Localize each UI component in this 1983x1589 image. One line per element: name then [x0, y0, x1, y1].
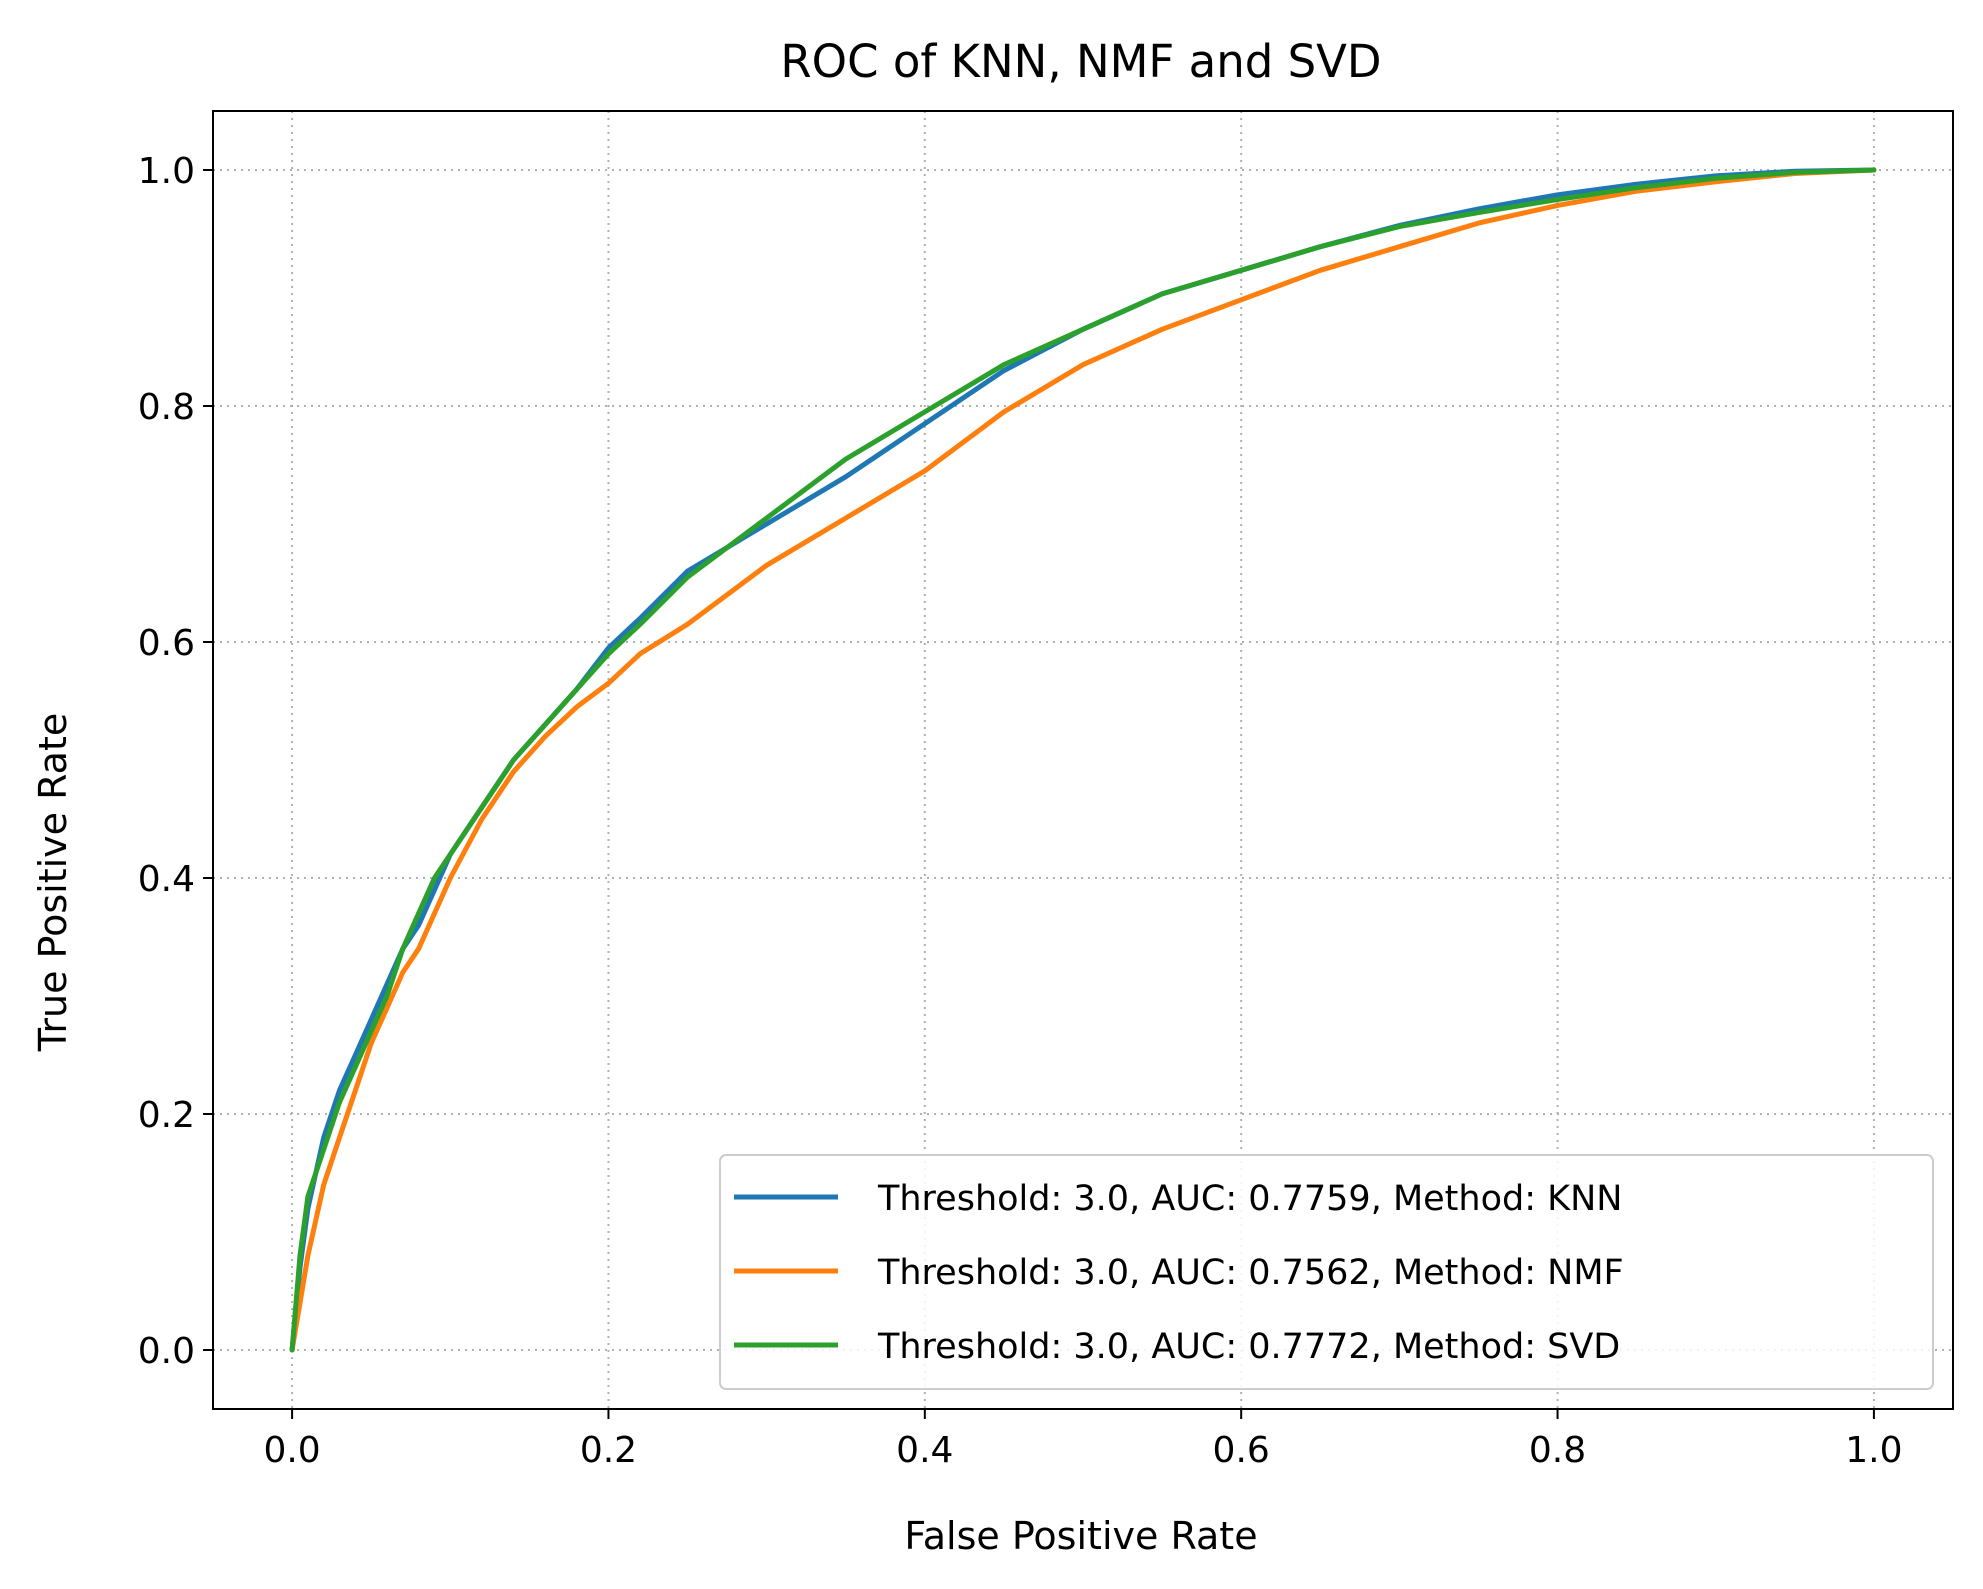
y-tick-label: 0.2	[138, 1095, 195, 1136]
plot-frame	[212, 110, 1954, 1410]
y-tick-label: 0.0	[138, 1331, 195, 1372]
legend-label-svd: Threshold: 3.0, AUC: 0.7772, Method: SVD	[877, 1327, 1620, 1367]
chart-title: ROC of KNN, NMF and SVD	[780, 35, 1381, 88]
legend-box	[719, 1154, 1934, 1390]
axis-ticks: 0.0 0.2 0.4 0.6 0.8 1.0 0.0 0.2 0.4 0.6 0.8 1.0	[138, 151, 1903, 1471]
y-tick-label: 0.4	[138, 859, 195, 900]
series-lines	[289, 167, 1877, 1353]
y-tick-label: 0.8	[138, 387, 195, 428]
x-tick-label: 0.4	[896, 1430, 953, 1471]
x-tick-label: 0.8	[1529, 1430, 1586, 1471]
y-tick-label: 0.6	[138, 623, 195, 664]
legend-label-knn: Threshold: 3.0, AUC: 0.7759, Method: KNN	[877, 1179, 1622, 1219]
series-line-nmf	[289, 167, 1877, 1353]
x-tick-label: 1.0	[1845, 1430, 1902, 1471]
legend: Threshold: 3.0, AUC: 0.7759, Method: KNN…	[719, 1154, 1934, 1390]
y-tick-label: 1.0	[138, 151, 195, 192]
x-tick-label: 0.0	[263, 1430, 320, 1471]
x-tick-label: 0.6	[1213, 1430, 1270, 1471]
y-axis-label: True Positive Rate	[31, 713, 75, 1053]
x-axis-label: False Positive Rate	[904, 1514, 1257, 1558]
x-tick-label: 0.2	[580, 1430, 637, 1471]
legend-label-nmf: Threshold: 3.0, AUC: 0.7562, Method: NMF	[877, 1253, 1624, 1293]
series-line-svd	[289, 167, 1877, 1353]
